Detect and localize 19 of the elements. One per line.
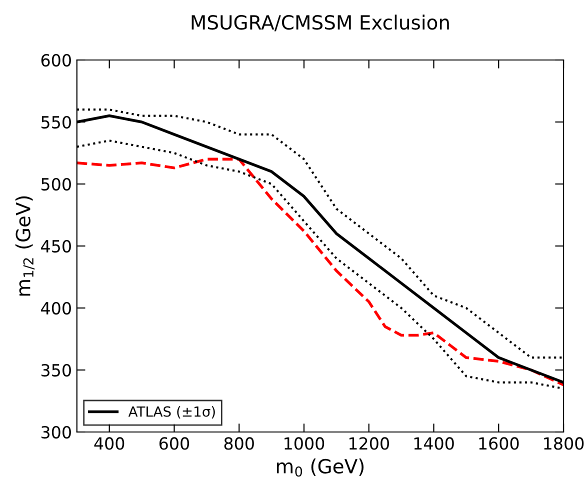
y-tick-label: 450 (41, 240, 71, 253)
x-tick-label: 800 (224, 437, 254, 450)
x-tick-label: 600 (159, 437, 190, 450)
x-tick-label: 1800 (544, 437, 584, 450)
chart-title: MSUGRA/CMSSM Exclusion (192, 14, 449, 32)
y-tick-label: 400 (41, 302, 71, 315)
x-tick-label: 1200 (349, 437, 389, 450)
y-axis-title: m$_{1/2}$ (GeV) (15, 196, 35, 296)
y-tick-label: 600 (41, 54, 71, 67)
x-tick-label: 1400 (414, 437, 454, 450)
y-tick-label: 500 (42, 178, 71, 191)
y-tick-label: 550 (42, 116, 71, 129)
x-tick-label: 1600 (479, 437, 519, 450)
x-axis-title: m$_{0}$ (GeV) (276, 458, 364, 477)
x-tick-label: 400 (94, 437, 124, 450)
x-tick-label: 1000 (284, 437, 324, 450)
y-tick-label: 300 (41, 426, 71, 439)
legend-label: ATLAS (±1σ) (128, 406, 215, 418)
y-tick-label: 350 (41, 364, 71, 377)
